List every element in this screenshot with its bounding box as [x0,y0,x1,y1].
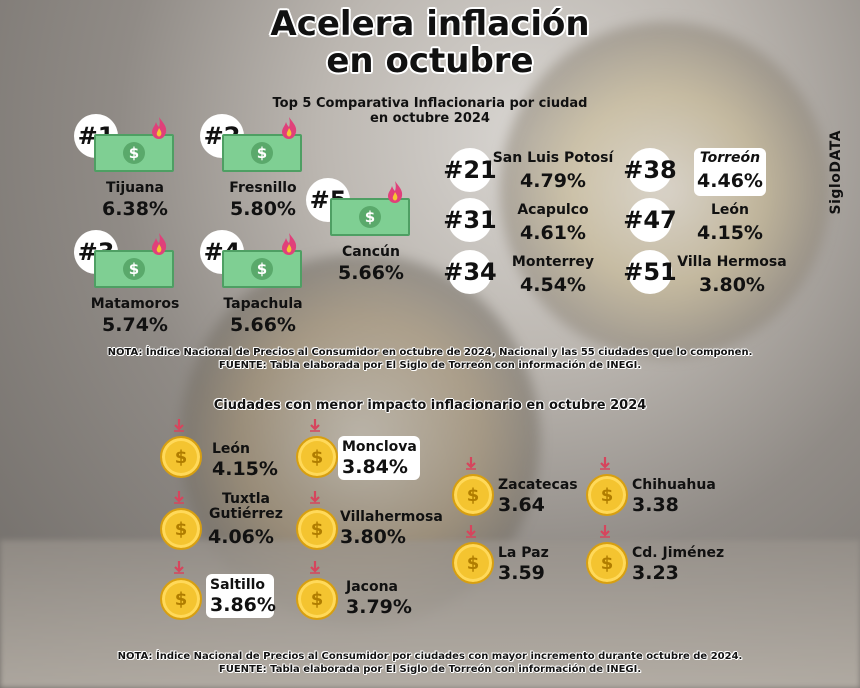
inflation-value: 4.46% [697,170,763,192]
dollar-coin-icon: $ [586,542,628,584]
city-name: Jacona [346,579,398,595]
dollar-coin-icon: $ [296,436,338,478]
fire-icon [282,117,297,139]
city-name: Zacatecas [498,477,578,493]
inflation-value: 3.80% [340,526,406,548]
city-name: Tijuana [106,180,164,196]
inflation-value: 4.79% [520,170,586,192]
dollar-coin-icon: $ [452,474,494,516]
inflation-value: 4.15% [697,222,763,244]
background-coin-blur [500,20,830,360]
city-name: León [212,441,251,457]
money-bill-icon: $ [330,198,410,236]
inflation-value: 5.80% [230,198,296,220]
down-arrow-icon [466,525,476,538]
inflation-value: 3.86% [210,594,276,616]
city-name: Cancún [342,244,400,260]
inflation-value: 3.23 [632,562,679,584]
city-name: La Paz [498,545,549,561]
lowest-source: FUENTE: Tabla elaborada por El Siglo de … [218,664,642,675]
fire-icon [152,117,167,139]
down-arrow-icon [310,561,320,574]
rank-badge: #21 [443,148,497,192]
down-arrow-icon [600,525,610,538]
city-name: León [710,202,749,218]
inflation-value: 3.84% [342,456,408,478]
dollar-coin-icon: $ [296,508,338,550]
city-name: Torreón [699,150,761,166]
dollar-coin-icon: $ [160,508,202,550]
inflation-value: 3.80% [699,274,765,296]
highlight-box [338,436,420,480]
dollar-coin-icon: $ [452,542,494,584]
down-arrow-icon [310,491,320,504]
city-name: Tuxtla Gutiérrez [209,491,283,522]
city-name: Villahermosa [340,509,443,525]
inflation-value: 5.66% [230,314,296,336]
fire-icon [282,233,297,255]
city-name: Acapulco [517,202,589,218]
inflation-value: 3.59 [498,562,545,584]
inflation-value: 5.66% [338,262,404,284]
down-arrow-icon [466,457,476,470]
dollar-coin-icon: $ [160,578,202,620]
brand-label: SigloDATA [828,130,844,215]
rank-badge: #31 [443,198,497,242]
city-name: Monclova [342,439,417,455]
fire-icon [388,181,403,203]
inflation-value: 5.74% [102,314,168,336]
dollar-coin-icon: $ [296,578,338,620]
inflation-value: 6.38% [102,198,168,220]
money-bill-icon: $ [222,134,302,172]
money-bill-icon: $ [222,250,302,288]
city-name: Monterrey [511,254,595,270]
inflation-value: 4.54% [520,274,586,296]
rank-badge: #47 [623,198,677,242]
inflation-value: 4.15% [212,458,278,480]
down-arrow-icon [174,419,184,432]
rank-badge: #51 [623,250,677,294]
top5-note: NOTA: Índice Nacional de Precios al Cons… [107,347,753,358]
top5-subtitle: Top 5 Comparativa Inflacionaria por ciud… [272,96,588,126]
down-arrow-icon [600,457,610,470]
page-title: Acelera inflación en octubre [270,4,590,81]
city-name: Chihuahua [632,477,716,493]
inflation-value: 3.79% [346,596,412,618]
inflation-value: 4.06% [208,526,274,548]
inflation-value: 3.64 [498,494,545,516]
city-name: Tapachula [223,296,303,312]
highlight-box [206,574,274,618]
city-name: San Luis Potosí [492,150,614,166]
down-arrow-icon [310,419,320,432]
money-bill-icon: $ [94,250,174,288]
down-arrow-icon [174,491,184,504]
money-bill-icon: $ [94,134,174,172]
top5-source: FUENTE: Tabla elaborada por El Siglo de … [218,360,642,371]
city-name: Saltillo [210,577,266,593]
inflation-value: 3.38 [632,494,679,516]
dollar-coin-icon: $ [160,436,202,478]
inflation-value: 4.61% [520,222,586,244]
lowest-note: NOTA: Índice Nacional de Precios al Cons… [117,651,743,662]
background-table [0,540,860,688]
highlight-box [694,148,766,196]
city-name: Matamoros [90,296,180,312]
down-arrow-icon [174,561,184,574]
rank-badge: #38 [623,148,677,192]
fire-icon [152,233,167,255]
city-name: Villa Hermosa [677,254,787,270]
lowest-subtitle: Ciudades con menor impacto inflacionario… [213,398,647,413]
city-name: Fresnillo [229,180,297,196]
rank-badge: #34 [443,250,497,294]
dollar-coin-icon: $ [586,474,628,516]
city-name: Cd. Jiménez [632,545,725,561]
